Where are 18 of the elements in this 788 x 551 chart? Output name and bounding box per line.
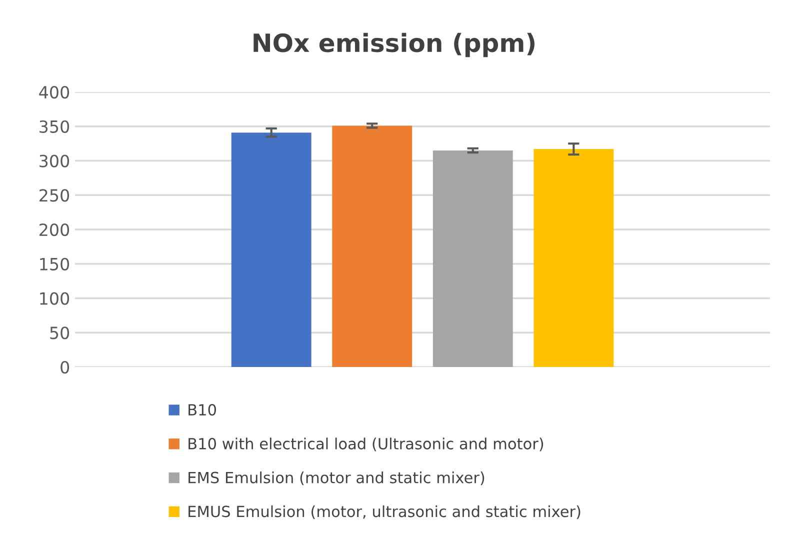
- legend-label: EMS Emulsion (motor and static mixer): [188, 472, 484, 486]
- bar: [534, 149, 614, 367]
- bar: [231, 132, 312, 367]
- legend-label: B10: [188, 404, 216, 416]
- chart-title: NOx emission (ppm): [254, 32, 534, 58]
- bar: [332, 126, 412, 367]
- y-tick-label: 50: [50, 326, 70, 340]
- y-tick-label: 200: [40, 223, 70, 236]
- bar: [432, 150, 513, 367]
- y-tick-label: 100: [40, 292, 70, 305]
- y-tick-label: 250: [40, 189, 70, 202]
- legend-label: B10 with electrical load (Ultrasonic and motor): [188, 438, 544, 452]
- legend-label: EMUS Emulsion (motor, ultrasonic and static mixer): [188, 505, 580, 520]
- y-tick-label: 300: [40, 154, 70, 168]
- y-tick-label: 0: [60, 360, 70, 374]
- y-tick-label: 350: [40, 120, 70, 133]
- y-tick-label: 400: [39, 86, 70, 99]
- y-tick-label: 150: [40, 258, 70, 270]
